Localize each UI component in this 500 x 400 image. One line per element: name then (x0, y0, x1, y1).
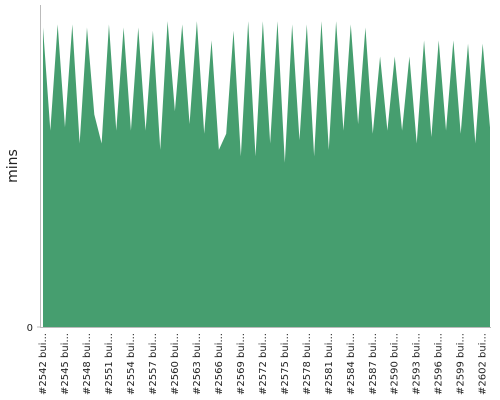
x-tick-label: #2545 bui... (60, 333, 71, 395)
x-tick-label: #2563 bui... (192, 333, 203, 395)
x-tick-label: #2551 bui... (104, 333, 115, 395)
y-tick-label: 0 (27, 323, 33, 334)
y-axis-label: mins (5, 149, 21, 183)
x-tick-label: #2584 bui... (346, 333, 357, 395)
x-tick-label: #2599 bui... (456, 333, 467, 395)
x-tick-label: #2602 bui... (478, 333, 489, 395)
x-tick-label: #2560 bui... (170, 333, 181, 395)
x-tick-label: #2581 bui... (324, 333, 335, 395)
x-tick-label: #2587 bui... (368, 333, 379, 395)
x-tick-label: #2566 bui... (214, 333, 225, 395)
x-tick-label: #2542 bui... (38, 333, 49, 395)
x-tick-label: #2554 bui... (126, 333, 137, 395)
x-tick-label: #2596 bui... (434, 333, 445, 395)
x-tick-label: #2569 bui... (236, 333, 247, 395)
x-tick-label: #2548 bui... (82, 333, 93, 395)
area (43, 21, 490, 327)
x-tick-label: #2575 bui... (280, 333, 291, 395)
x-tick-label: #2572 bui... (258, 333, 269, 395)
x-tick-label: #2590 bui... (390, 333, 401, 395)
x-tick-label: #2578 bui... (302, 333, 313, 395)
x-tick-label: #2593 bui... (412, 333, 423, 395)
x-tick-label: #2557 bui... (148, 333, 159, 395)
